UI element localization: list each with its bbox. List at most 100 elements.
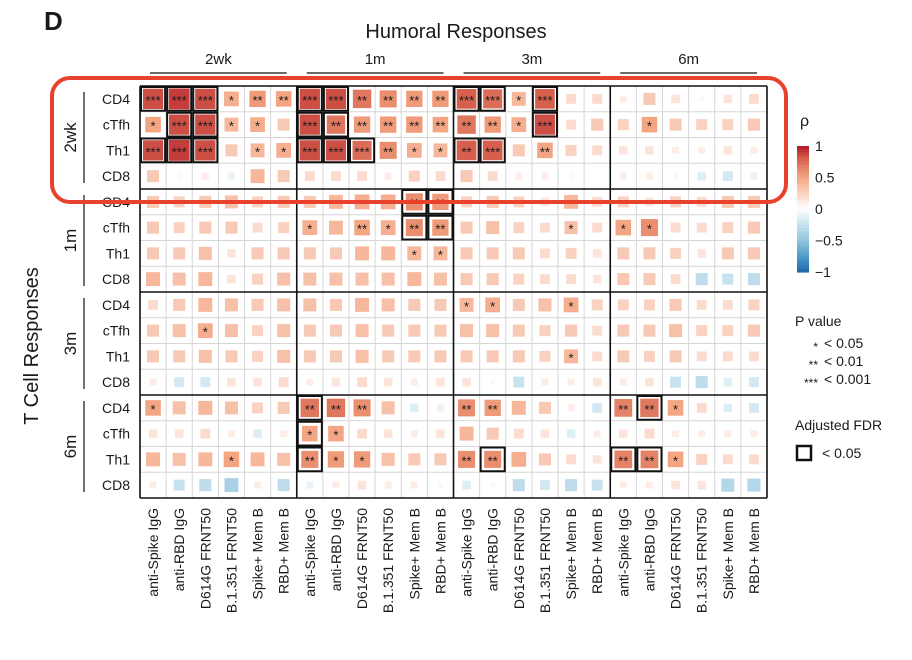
fdr-box	[140, 137, 167, 164]
heatmap-cell	[434, 350, 447, 363]
significance-stars: *	[333, 428, 338, 443]
heatmap-cell	[252, 222, 263, 233]
fdr-box	[296, 395, 323, 421]
legend-p-stars: *	[813, 340, 818, 354]
heatmap-cell	[147, 170, 160, 183]
heatmap-cell	[619, 95, 627, 103]
legend-colorbar-step	[797, 218, 809, 223]
column-label: Spike+ Mem B	[250, 508, 266, 599]
heatmap-cell	[149, 378, 157, 386]
heatmap-cell	[747, 118, 760, 131]
significance-stars: **	[357, 402, 367, 417]
heatmap-cell	[172, 452, 186, 466]
heatmap-cell	[198, 452, 213, 467]
legend-colorbar-step	[797, 237, 809, 242]
heatmap-cell	[723, 94, 733, 104]
heatmap-cell	[408, 324, 421, 337]
heatmap-cell	[486, 221, 500, 235]
heatmap-cell	[224, 298, 238, 312]
heatmap-cell	[591, 118, 604, 131]
heatmap-cell	[173, 350, 186, 363]
heatmap-cell	[172, 324, 186, 338]
heatmap-cell	[512, 350, 525, 363]
column-label: anti-RBD IgG	[485, 508, 501, 591]
heatmap-cell	[696, 351, 707, 362]
heatmap-cell	[617, 350, 630, 363]
legend-colorbar-step	[797, 158, 809, 163]
heatmap-cell	[671, 480, 680, 490]
heatmap-cell	[223, 451, 240, 468]
legend-colorbar-step	[797, 149, 809, 153]
heatmap-cell	[669, 298, 682, 311]
heatmap-cell	[406, 142, 422, 158]
heatmap-cell	[512, 479, 525, 492]
heatmap-cell	[614, 399, 633, 417]
heatmap-cell	[750, 430, 758, 438]
legend-colorbar-step	[797, 180, 809, 185]
heatmap-cell	[169, 114, 190, 135]
significance-stars: **	[618, 453, 628, 468]
legend-colorbar-step	[797, 253, 809, 257]
column-label: RBD+ Mem B	[589, 508, 605, 594]
heatmap-cell	[225, 350, 238, 363]
significance-stars: *	[569, 350, 574, 365]
significance-stars: ***	[145, 93, 160, 108]
heatmap-cell	[302, 425, 318, 442]
legend-colorbar-step	[797, 174, 809, 179]
legend-rho-tick: 0	[815, 201, 823, 217]
heatmap-cell	[382, 350, 395, 363]
fdr-box	[296, 86, 323, 112]
significance-stars: *	[333, 453, 338, 468]
significance-stars: *	[307, 428, 312, 443]
heatmap-cell	[173, 298, 186, 311]
heatmap-cell	[357, 428, 367, 439]
heatmap-cell	[147, 221, 160, 234]
column-label: anti-Spike IgG	[615, 508, 631, 597]
row-label: Th1	[106, 142, 130, 158]
heatmap-cell	[540, 248, 550, 259]
heatmap-cell	[355, 349, 369, 363]
heatmap-cell	[434, 453, 447, 466]
column-label: D614G FRNT50	[197, 508, 213, 609]
heatmap-cell	[200, 428, 211, 439]
row-group-labels: 2wk 1m 3m 6m	[61, 92, 85, 492]
heatmap-cell	[667, 451, 684, 468]
heatmap-cell	[512, 144, 525, 157]
heatmap-cell	[357, 377, 367, 388]
heatmap-cell	[201, 172, 209, 180]
heatmap-cell	[460, 350, 473, 363]
fdr-box	[140, 86, 167, 112]
significance-stars: **	[644, 453, 654, 468]
heatmap-cell	[406, 116, 423, 133]
heatmap-cell	[172, 401, 186, 415]
significance-stars: ***	[145, 144, 160, 159]
legend: ρ1 0.5 0 −0.5 −1 P value * < 0.05 ** < 0.01 *** < 0…	[795, 113, 882, 462]
heatmap-cell	[699, 96, 705, 102]
heatmap-cell	[172, 272, 186, 286]
heatmap-cell	[564, 221, 578, 235]
heatmap-cell	[722, 454, 733, 465]
heatmap-cell	[566, 119, 576, 130]
significance-stars: **	[357, 119, 367, 134]
heatmap-cell	[329, 298, 342, 311]
legend-colorbar-step	[797, 155, 809, 160]
heatmap-cell	[433, 272, 447, 286]
legend-rho-title: ρ	[800, 113, 809, 130]
legend-fdr-title: Adjusted FDR	[795, 417, 882, 433]
heatmap-cell	[407, 246, 422, 261]
significance-stars: *	[229, 119, 234, 134]
heatmap-cell	[722, 325, 734, 337]
heatmap-cell	[198, 272, 213, 287]
heatmap-cell	[696, 299, 707, 310]
heatmap-cell	[566, 429, 576, 438]
chart-title: Humoral Responses	[365, 21, 546, 43]
heatmap-cell	[147, 247, 160, 260]
heatmap-cell	[592, 222, 603, 233]
heatmap-cell	[567, 378, 575, 386]
heatmap-cell	[433, 246, 448, 261]
heatmap-cell	[277, 452, 291, 466]
heatmap-cell	[200, 377, 211, 388]
heatmap-cell	[747, 478, 761, 492]
heatmap-cell	[227, 274, 236, 284]
